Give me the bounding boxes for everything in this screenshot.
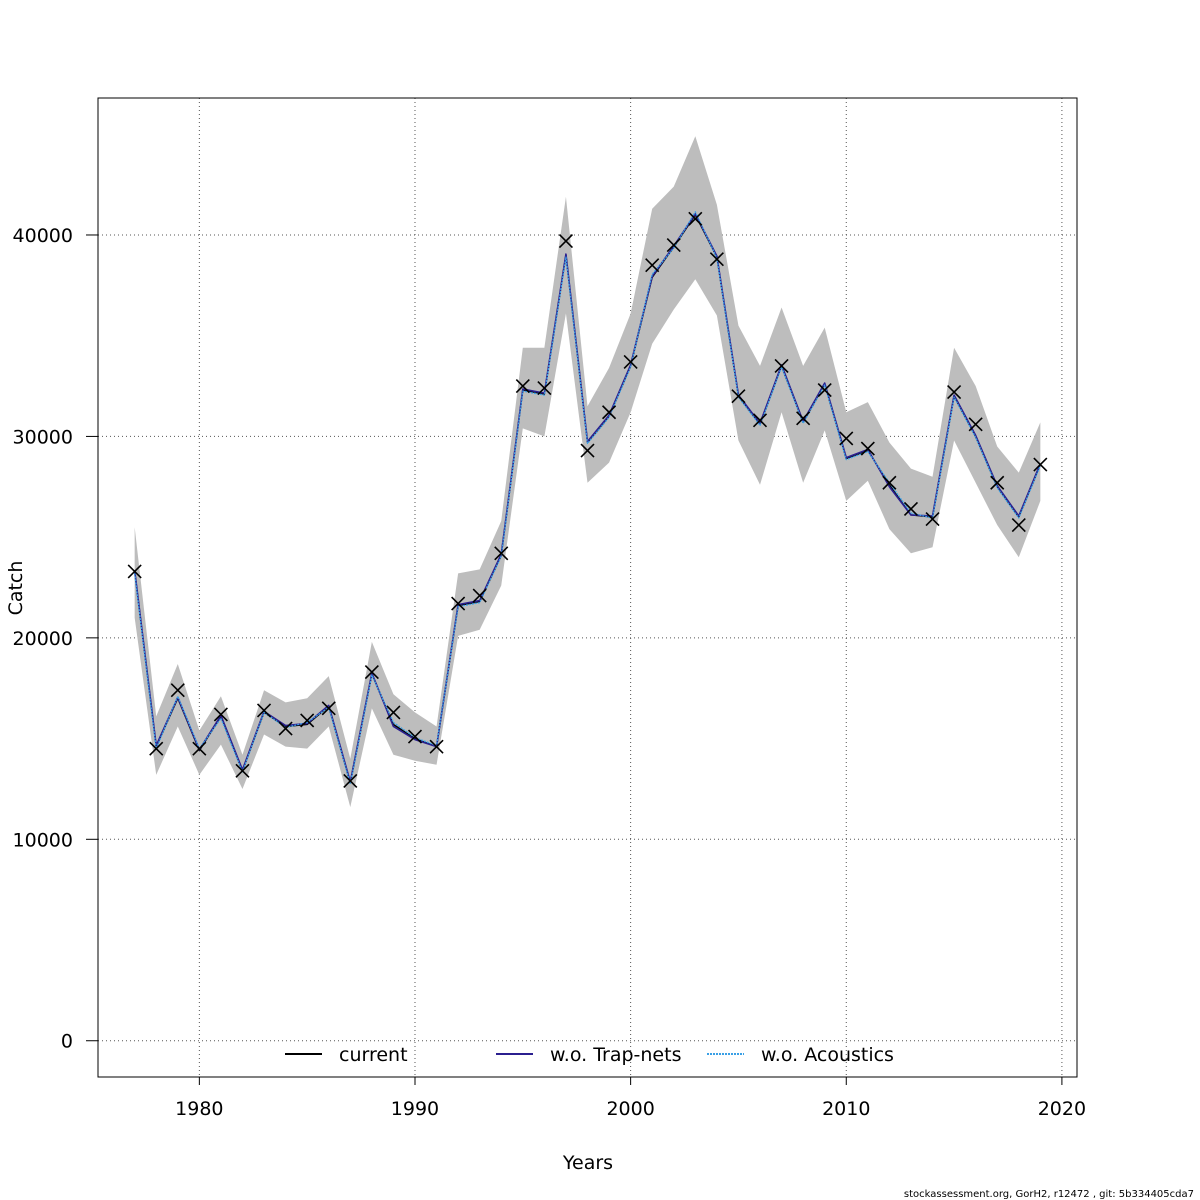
observed-point — [494, 546, 509, 561]
observed-markers — [127, 211, 1048, 788]
observed-point — [213, 707, 228, 722]
y-tick-label: 10000 — [13, 829, 73, 851]
footer-note: stockassessment.org, GorH2, r12472 , git… — [904, 1189, 1194, 1200]
observed-point — [429, 739, 444, 754]
observed-point — [1033, 457, 1048, 472]
observed-point — [882, 475, 897, 490]
observed-point — [947, 385, 962, 400]
x-tick-label: 1990 — [391, 1098, 439, 1120]
confidence-band-area — [134, 136, 1041, 808]
observed-point — [300, 713, 315, 728]
observed-point — [709, 252, 724, 267]
y-tick-label: 20000 — [13, 628, 73, 650]
observed-point — [407, 729, 423, 744]
observed-point — [796, 411, 811, 426]
observed-point — [968, 417, 983, 432]
observed-point — [731, 389, 746, 404]
legend-label: current — [339, 1044, 408, 1066]
observed-point — [839, 431, 854, 446]
observed-point — [990, 475, 1005, 490]
observed-point — [278, 721, 293, 736]
observed-point — [386, 705, 401, 720]
observed-point — [601, 405, 617, 420]
observed-point — [256, 703, 272, 718]
series-line-w-o-trap-nets — [133, 213, 1042, 783]
legend-item: current — [285, 1044, 408, 1066]
x-tick-label: 1980 — [175, 1098, 223, 1120]
observed-point — [451, 596, 466, 611]
y-tick-label: 30000 — [13, 426, 73, 448]
observed-point — [688, 211, 703, 226]
observed-point — [817, 383, 832, 398]
observed-point — [860, 441, 875, 456]
observed-point — [623, 354, 638, 369]
observed-point — [903, 501, 919, 517]
legend-label: w.o. Acoustics — [761, 1044, 894, 1066]
x-tick-label: 2020 — [1038, 1098, 1086, 1120]
observed-point — [321, 701, 336, 716]
confidence-band — [134, 136, 1041, 808]
observed-point — [774, 358, 789, 373]
observed-point — [192, 741, 207, 756]
observed-point — [1011, 517, 1026, 533]
legend-label: w.o. Trap-nets — [550, 1044, 681, 1066]
x-tick-label: 2010 — [822, 1098, 870, 1120]
observed-point — [472, 588, 487, 603]
observed-point — [666, 237, 681, 253]
observed-point — [558, 233, 574, 249]
x-tick-label: 2000 — [606, 1098, 654, 1120]
observed-point — [645, 258, 660, 273]
observed-point — [149, 741, 164, 756]
legend-item: w.o. Trap-nets — [496, 1044, 681, 1066]
observed-point — [515, 378, 530, 394]
legend-item: w.o. Acoustics — [707, 1044, 894, 1066]
observed-point — [752, 413, 768, 428]
observed-point — [925, 511, 940, 527]
y-tick-label: 40000 — [13, 225, 73, 247]
y-tick-label: 0 — [61, 1031, 73, 1053]
observed-point — [343, 773, 358, 788]
plot-frame — [97, 97, 1078, 1078]
y-axis-title: Catch — [5, 561, 27, 616]
observed-point — [580, 443, 595, 458]
observed-point — [235, 763, 250, 778]
legend: current w.o. Trap-nets w.o. Acoustics — [285, 1044, 894, 1066]
observed-point — [170, 683, 185, 698]
observed-point — [127, 564, 142, 579]
observed-point — [537, 381, 552, 396]
observed-point — [364, 665, 379, 680]
x-axis-title: Years — [562, 1152, 613, 1174]
axes: 1980 1990 2000 2010 2020 0 10000 20000 30000 4000… — [13, 225, 1087, 1120]
